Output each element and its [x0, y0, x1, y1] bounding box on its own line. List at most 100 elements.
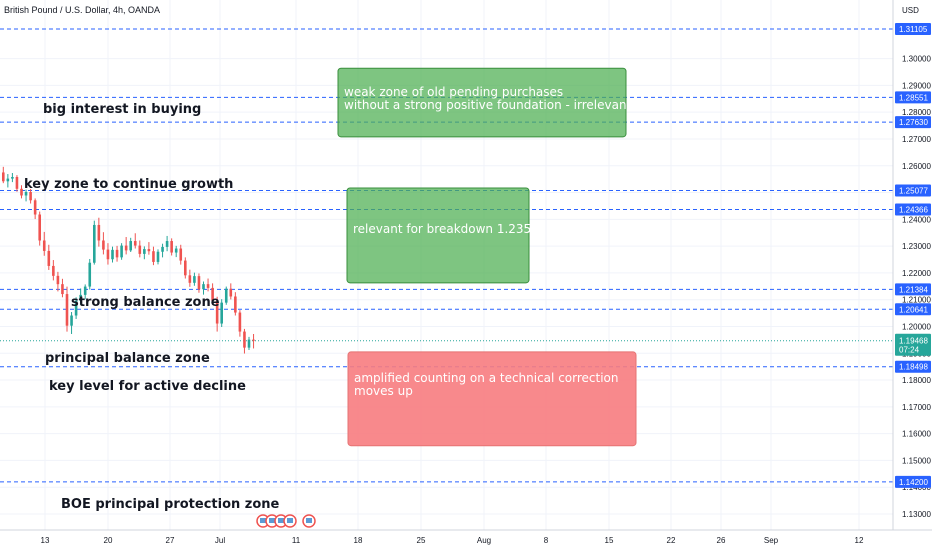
- y-tick-label: 1.18000: [902, 376, 931, 385]
- candle-up: [174, 248, 178, 253]
- y-tick-label: 1.17000: [902, 403, 931, 412]
- annotation-box-text: weak zone of old pending purchases: [344, 85, 563, 99]
- annotation-boxes[interactable]: weak zone of old pending purchaseswithou…: [337, 67, 637, 447]
- x-tick-label: 11: [292, 536, 301, 545]
- y-tick-label: 1.20000: [902, 322, 931, 331]
- current-price-label: 1.19468: [899, 337, 928, 346]
- candle-up: [202, 284, 205, 290]
- candle-up: [129, 241, 132, 251]
- candle-up: [224, 288, 228, 303]
- annotation-box-text: relevant for breakdown 1.2350: [353, 222, 539, 236]
- y-tick-label: 1.27000: [902, 135, 931, 144]
- y-tick-label: 1.16000: [902, 430, 931, 439]
- y-tick-label: 1.29000: [902, 81, 931, 90]
- candle-down: [97, 224, 101, 241]
- candle-down: [147, 249, 151, 252]
- annotation-box[interactable]: [337, 67, 627, 138]
- countdown-label: 07:24: [899, 346, 920, 355]
- y-tick-label: 1.24000: [902, 215, 931, 224]
- y-tick-label: 1.22000: [902, 269, 931, 278]
- level-tag: [895, 91, 931, 104]
- y-tick-label: 1.23000: [902, 242, 931, 251]
- candle-down: [61, 284, 64, 295]
- candle-down: [106, 249, 110, 260]
- level-tag-label: 1.24366: [899, 206, 928, 215]
- candle-up: [247, 339, 251, 348]
- candle-down: [52, 265, 55, 276]
- candle-up: [156, 251, 160, 262]
- x-tick-label: 15: [605, 536, 614, 545]
- candle-down: [184, 260, 187, 276]
- level-tag-label: 1.27630: [899, 118, 928, 127]
- candle-down: [243, 331, 246, 348]
- candle-down: [179, 248, 183, 261]
- candle-down: [2, 172, 5, 182]
- candle-down: [234, 296, 237, 313]
- flag-icon: [260, 518, 266, 523]
- candle-down: [252, 339, 255, 341]
- x-tick-label: 8: [544, 536, 549, 545]
- x-tick-label: 26: [717, 536, 726, 545]
- candle-up: [88, 262, 92, 287]
- candle-down: [115, 249, 119, 258]
- event-markers[interactable]: [256, 514, 316, 528]
- level-tag-label: 1.31105: [899, 25, 928, 34]
- flag-icon: [287, 518, 293, 523]
- y-tick-label: 1.28000: [902, 108, 931, 117]
- flag-icon: [306, 518, 312, 523]
- level-tag: [895, 360, 931, 373]
- candle-down: [211, 287, 214, 301]
- candle-down: [42, 240, 46, 251]
- candle-down: [65, 294, 69, 326]
- level-tag: [895, 475, 931, 488]
- annotation-label: big interest in buying: [43, 102, 201, 117]
- candle-down: [33, 200, 37, 215]
- candle-down: [133, 241, 137, 246]
- y-tick-label: 1.15000: [902, 456, 931, 465]
- candle-up: [220, 302, 223, 324]
- candle-up: [111, 249, 114, 260]
- candle-down: [20, 188, 23, 196]
- level-tag: [895, 283, 931, 296]
- annotation-box[interactable]: [347, 351, 637, 447]
- level-tags: 1.31105 1.28551 1.27630 1.25077 1.24366 1.213…: [895, 23, 931, 488]
- candle-down: [188, 275, 192, 283]
- level-tag-label: 1.18498: [899, 363, 928, 372]
- x-tick-label: 20: [104, 536, 113, 545]
- candle-down: [229, 288, 233, 297]
- y-tick-label: 1.30000: [902, 55, 931, 64]
- x-tick-label: 18: [354, 536, 363, 545]
- candle-down: [38, 214, 41, 241]
- level-tag-label: 1.20641: [899, 305, 928, 314]
- candle-down: [15, 177, 19, 189]
- time-axis[interactable]: 13 20 27 Jul 11 18 25 Aug 8 15 22 26 Sep 12: [41, 536, 864, 545]
- currency-label: USD: [902, 6, 919, 15]
- candles: [2, 166, 255, 354]
- annotation-box[interactable]: [346, 187, 530, 284]
- x-tick-label: 13: [41, 536, 50, 545]
- level-tag: [895, 116, 931, 129]
- level-lines: [0, 28, 893, 483]
- x-tick-label: Aug: [477, 536, 491, 545]
- annotation-box-text: amplified counting on a technical correc…: [354, 371, 619, 385]
- candle-up: [11, 177, 14, 179]
- candle-up: [24, 192, 28, 196]
- annotation-label: BOE principal protection zone: [61, 497, 280, 512]
- candle-up: [165, 241, 169, 247]
- y-tick-label: 1.26000: [902, 162, 931, 171]
- annotation-box-text: without a strong positive foundation - i…: [344, 98, 632, 112]
- annotations: big interest in buying key zone to contin…: [24, 102, 280, 512]
- x-tick-label: Sep: [764, 536, 779, 545]
- level-tag-label: 1.25077: [899, 186, 928, 195]
- current-price-tag: [895, 333, 931, 356]
- candle-up: [161, 246, 164, 252]
- candle-down: [124, 245, 128, 251]
- x-tick-label: 25: [417, 536, 426, 545]
- candle-down: [197, 276, 201, 290]
- annotation-label: key zone to continue growth: [24, 177, 233, 192]
- annotation-box-text: moves up: [354, 384, 413, 398]
- x-tick-label: 22: [667, 536, 676, 545]
- candle-up: [74, 300, 78, 316]
- x-tick-label: 27: [166, 536, 175, 545]
